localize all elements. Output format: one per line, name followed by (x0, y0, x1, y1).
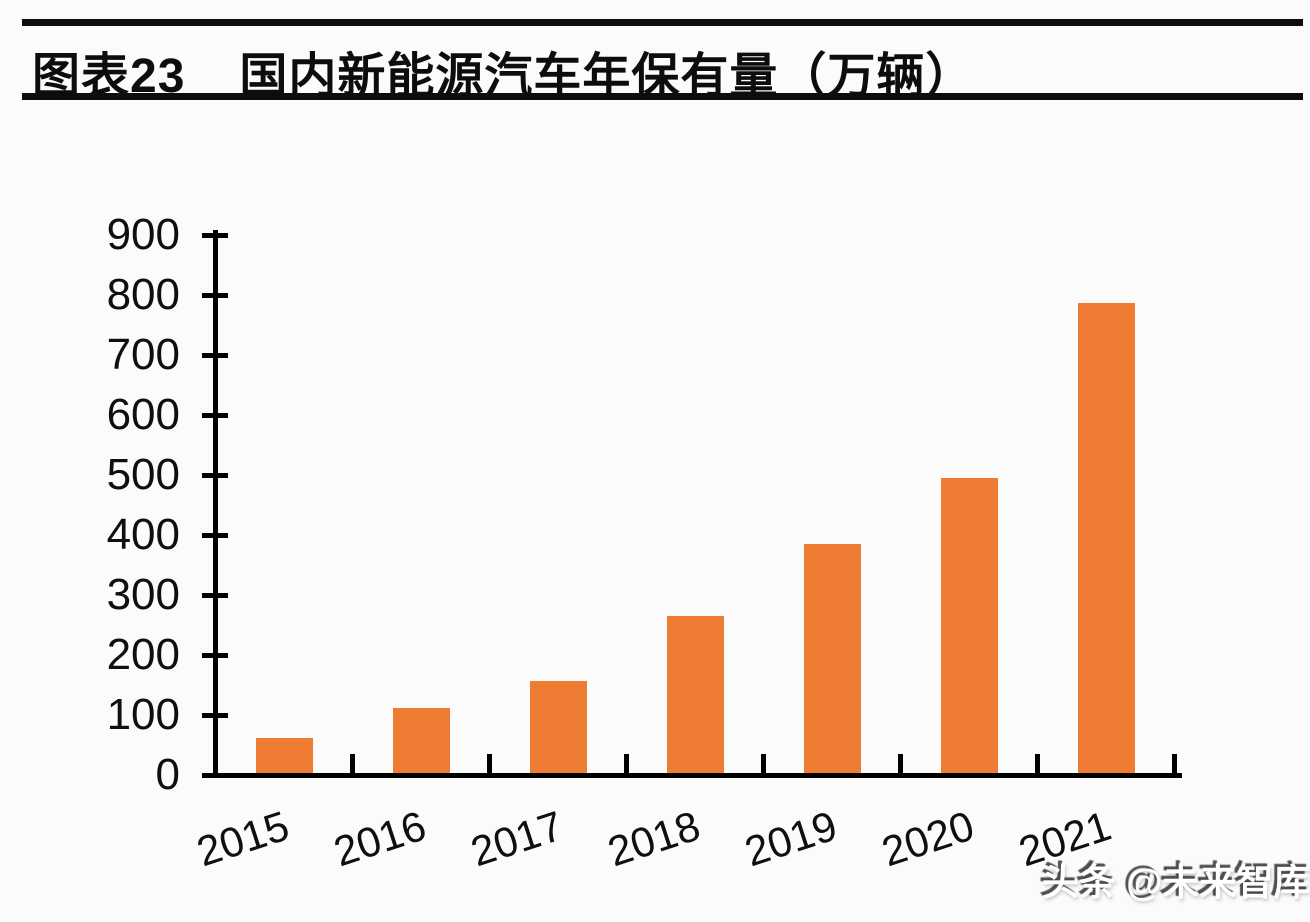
x-boundary-tick-1 (350, 754, 355, 773)
y-tick-400 (202, 532, 228, 538)
y-tick-100 (202, 712, 228, 718)
y-tick-label-300: 300 (106, 570, 180, 619)
y-tick-label-500: 500 (106, 450, 180, 499)
bar-2015 (255, 738, 313, 773)
x-tick-label-2017: 2017 (465, 801, 569, 876)
x-boundary-tick-7 (1172, 754, 1177, 773)
y-tick-label-200: 200 (106, 630, 180, 679)
bar-2021 (1077, 303, 1135, 773)
x-boundary-tick-6 (1035, 754, 1040, 773)
x-tick-label-2016: 2016 (328, 801, 432, 876)
x-boundary-tick-4 (761, 754, 766, 773)
x-boundary-tick-2 (487, 754, 492, 773)
x-tick-label-2020: 2020 (876, 801, 980, 876)
y-tick-800 (202, 292, 228, 298)
watermark: 头条 @未来智库 (1042, 862, 1310, 903)
title-bottom-rule (22, 93, 1303, 100)
bar-2018 (666, 616, 724, 773)
x-boundary-tick-3 (624, 754, 629, 773)
y-tick-label-700: 700 (106, 330, 180, 379)
bar-2020 (940, 478, 998, 773)
y-tick-300 (202, 592, 228, 598)
y-tick-label-800: 800 (106, 270, 180, 319)
y-tick-700 (202, 352, 228, 358)
bar-2019 (803, 544, 861, 773)
x-tick-label-2015: 2015 (191, 801, 295, 876)
y-tick-600 (202, 412, 228, 418)
y-tick-label-100: 100 (106, 690, 180, 739)
x-boundary-tick-5 (898, 754, 903, 773)
y-tick-label-900: 900 (106, 210, 180, 259)
x-tick-label-2018: 2018 (602, 801, 706, 876)
y-tick-label-0: 0 (155, 750, 180, 799)
y-tick-label-600: 600 (106, 390, 180, 439)
y-axis-line (213, 230, 218, 778)
y-tick-200 (202, 652, 228, 658)
x-axis-line (213, 773, 1182, 778)
y-tick-500 (202, 472, 228, 478)
y-tick-label-400: 400 (106, 510, 180, 559)
bar-2017 (529, 681, 587, 773)
y-tick-900 (202, 232, 228, 238)
bar-2016 (392, 708, 450, 773)
title-top-rule (22, 19, 1303, 26)
x-tick-label-2019: 2019 (739, 801, 843, 876)
y-tick-0 (202, 772, 228, 778)
